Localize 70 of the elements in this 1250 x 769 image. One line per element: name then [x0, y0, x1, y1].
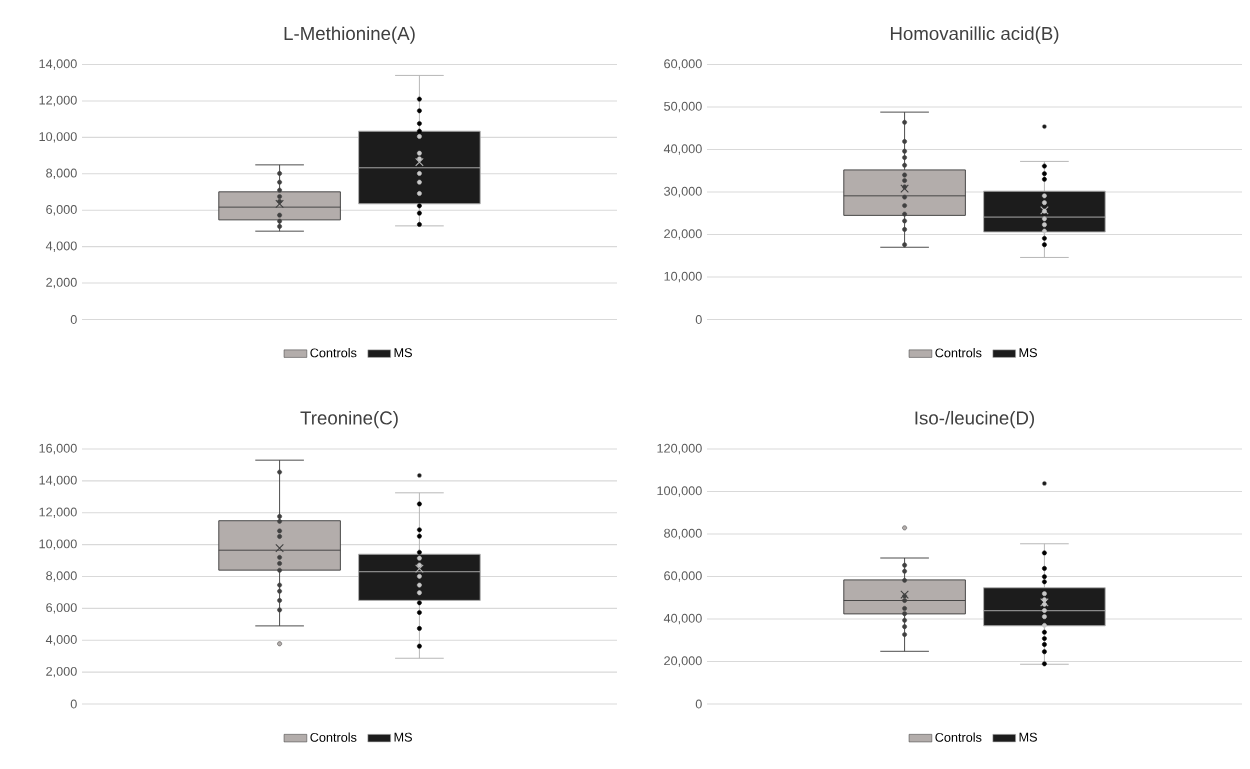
y-tick-label: 2,000: [46, 277, 77, 289]
point: [1042, 579, 1047, 585]
legend-label: MS: [394, 732, 412, 742]
y-tick-label: 14,000: [39, 59, 77, 70]
point: [417, 156, 422, 162]
y-tick-label: 6,000: [46, 603, 77, 614]
legend-label: MS: [394, 348, 412, 358]
y-tick-label: 10,000: [39, 132, 77, 143]
point: [1042, 597, 1047, 603]
point: [1042, 636, 1047, 641]
point: [417, 96, 422, 102]
y-tick-label: 20,000: [664, 656, 702, 667]
y-tick-label: 2,000: [46, 666, 77, 678]
y-tick-label: 0: [70, 699, 77, 709]
y-tick-label: 40,000: [663, 613, 702, 625]
y-tick-label: 12,000: [39, 507, 77, 518]
y-tick-label: 4,000: [45, 635, 77, 646]
y-tick-label: 16,000: [39, 443, 77, 455]
y-tick-label: 0: [70, 315, 77, 324]
point: [417, 121, 422, 126]
point: [1042, 649, 1047, 655]
chart-title: L-Methionine(A): [284, 26, 415, 44]
y-tick-label: 50,000: [664, 101, 702, 113]
point: [1042, 642, 1047, 647]
y-tick-label: 10,000: [664, 271, 702, 283]
y-tick-label: 20,000: [664, 229, 702, 240]
point: [417, 150, 422, 156]
y-tick-label: 8,000: [46, 168, 77, 180]
legend-label: Controls: [310, 348, 357, 358]
point: [417, 108, 422, 114]
point: [417, 203, 422, 209]
legend-label: Controls: [935, 732, 982, 742]
chart-title: Treonine(C): [300, 410, 398, 429]
y-tick-label: 12,000: [39, 95, 77, 107]
legend-label: Controls: [935, 348, 982, 358]
y-tick-label: 30,000: [664, 186, 702, 198]
point: [1042, 550, 1047, 556]
y-tick-label: 80,000: [664, 528, 702, 540]
point: [1042, 622, 1047, 628]
y-tick-label: 6,000: [46, 204, 77, 216]
y-tick-label: 60,000: [664, 571, 702, 582]
chart-title: Homovanillic acid(B): [890, 26, 1059, 44]
point: [1042, 591, 1047, 597]
point: [417, 171, 422, 176]
y-tick-label: 10,000: [39, 539, 77, 550]
y-tick-label: 60,000: [664, 59, 702, 70]
legend-label: MS: [1019, 348, 1037, 358]
y-tick-label: 8,000: [46, 571, 77, 582]
point: [1042, 608, 1047, 613]
point: [417, 179, 422, 185]
point: [417, 134, 422, 139]
legend-label: Controls: [310, 732, 357, 742]
point: [1042, 566, 1047, 571]
point: [1042, 574, 1047, 580]
point: [1042, 661, 1047, 667]
point: [417, 128, 422, 134]
y-tick-label: 0: [695, 699, 702, 709]
point: [1042, 614, 1047, 620]
y-tick-label: 40,000: [663, 144, 702, 155]
point: [1042, 629, 1047, 635]
y-tick-label: 120,000: [657, 443, 702, 455]
y-tick-label: 4,000: [45, 241, 77, 252]
y-tick-label: 14,000: [39, 475, 77, 487]
chart-title: Iso-/leucine(D): [915, 410, 1035, 429]
point: [417, 222, 422, 227]
y-tick-label: 100,000: [657, 486, 702, 497]
y-tick-label: 0: [695, 315, 702, 324]
point: [417, 191, 422, 196]
legend-label: MS: [1019, 732, 1037, 742]
point: [417, 210, 422, 216]
